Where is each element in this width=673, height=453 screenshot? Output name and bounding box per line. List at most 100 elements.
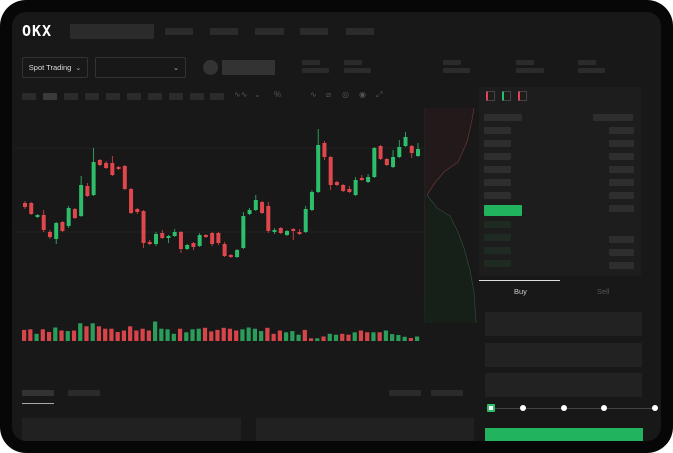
candle (135, 208, 140, 214)
candle (79, 176, 84, 217)
bid-price (484, 221, 511, 228)
timeframe-button[interactable] (169, 93, 183, 100)
wave-icon[interactable]: ∿ (310, 90, 317, 99)
candle-body (241, 216, 246, 248)
okx-logo: OKX (22, 22, 53, 40)
timeframe-button[interactable] (106, 93, 120, 100)
candle-body (222, 244, 227, 256)
fullscreen-icon[interactable]: ⤢ (376, 90, 383, 99)
column-header (484, 114, 522, 121)
candle (35, 214, 40, 218)
volume-bar (165, 329, 170, 341)
candlestick-chart[interactable] (12, 12, 492, 382)
timeframe-button[interactable] (190, 93, 204, 100)
timeframe-button[interactable] (127, 93, 141, 100)
timeframe-button[interactable] (85, 93, 99, 100)
volume-bar (121, 330, 127, 341)
search-bar[interactable] (70, 24, 154, 39)
amount-slider[interactable] (490, 408, 656, 409)
amount-input[interactable] (485, 343, 642, 367)
candle-body (409, 146, 414, 153)
timeframe-button[interactable] (210, 93, 224, 100)
tab-order-history[interactable] (68, 390, 100, 396)
nav-item[interactable] (346, 28, 374, 35)
volume-bar (408, 338, 413, 341)
ask-size (609, 166, 634, 173)
volume-bar (28, 329, 33, 341)
candle-body (72, 209, 77, 218)
last-price-highlight[interactable] (484, 205, 522, 216)
candle-body (23, 203, 27, 207)
indicator-icon[interactable]: ∿∿ (234, 90, 248, 99)
volume-bar (234, 330, 239, 341)
tab-open-orders[interactable] (22, 390, 54, 396)
volume-bar (90, 323, 95, 341)
slider-step-100[interactable] (652, 405, 658, 411)
candle (328, 156, 333, 190)
filter-button[interactable] (431, 390, 463, 396)
price-input[interactable] (485, 312, 642, 336)
nav-item[interactable] (210, 28, 238, 35)
candle-body (272, 230, 277, 232)
slider-step-75[interactable] (601, 405, 607, 411)
market-type-dropdown[interactable]: Spot Trading ⌄ (22, 57, 88, 78)
volume-bar (103, 328, 108, 341)
volume-bar (333, 334, 339, 341)
ask-size (609, 127, 634, 134)
candle (210, 232, 215, 246)
volume-bar (209, 331, 214, 341)
timeframe-button[interactable] (43, 93, 57, 100)
candle (378, 145, 383, 160)
timeframe-button[interactable] (148, 93, 162, 100)
candle-body (384, 159, 389, 165)
nav-item[interactable] (255, 28, 284, 35)
candle-body (141, 211, 146, 243)
volume-bar (153, 321, 158, 341)
nav-item[interactable] (300, 28, 328, 35)
candle (260, 201, 265, 214)
tab-sell[interactable]: Sell (597, 287, 610, 296)
ruler-icon[interactable]: ⧄ (326, 90, 332, 99)
candle-body (416, 149, 420, 156)
candle (384, 158, 389, 166)
camera-icon[interactable]: ◎ (342, 90, 349, 99)
buy-button[interactable] (485, 428, 643, 441)
slider-step-25[interactable] (520, 405, 526, 411)
candle-body (378, 146, 383, 159)
timeframe-button[interactable] (22, 93, 36, 100)
ask-price (484, 127, 511, 134)
depth-bids-line (426, 194, 477, 324)
book-asks-icon[interactable] (518, 91, 527, 101)
line-type-icon[interactable]: ⌄ (254, 90, 261, 99)
filter-button[interactable] (389, 390, 421, 396)
percent-icon[interactable]: % (274, 90, 282, 99)
volume-bar (184, 332, 189, 341)
pair-dropdown[interactable]: ⌄ (95, 57, 186, 78)
candle (104, 161, 109, 169)
depth-asks-area (425, 108, 474, 195)
bid-size (609, 249, 634, 256)
volume-bar (109, 328, 114, 341)
candle-body (91, 162, 96, 195)
volume-bar (290, 331, 295, 341)
candle-body (166, 236, 171, 238)
nav-item[interactable] (165, 28, 193, 35)
candle-body (116, 167, 121, 169)
volume-bar (202, 327, 208, 341)
book-bids-icon[interactable] (502, 91, 511, 101)
volume-bar (308, 338, 314, 341)
volume-bar (402, 336, 407, 341)
timeframe-button[interactable] (64, 93, 78, 100)
total-input[interactable] (485, 373, 642, 397)
candle (409, 145, 414, 158)
settings-circle-icon[interactable]: ◉ (359, 90, 366, 99)
candle (397, 140, 402, 158)
tab-buy[interactable]: Buy (514, 287, 527, 296)
book-both-icon[interactable] (486, 91, 495, 101)
candle-body (403, 137, 408, 146)
candle (160, 230, 165, 239)
slider-step-50[interactable] (561, 405, 567, 411)
volume-bar (59, 330, 64, 341)
volume-bar (215, 329, 220, 341)
slider-handle[interactable] (487, 404, 495, 412)
